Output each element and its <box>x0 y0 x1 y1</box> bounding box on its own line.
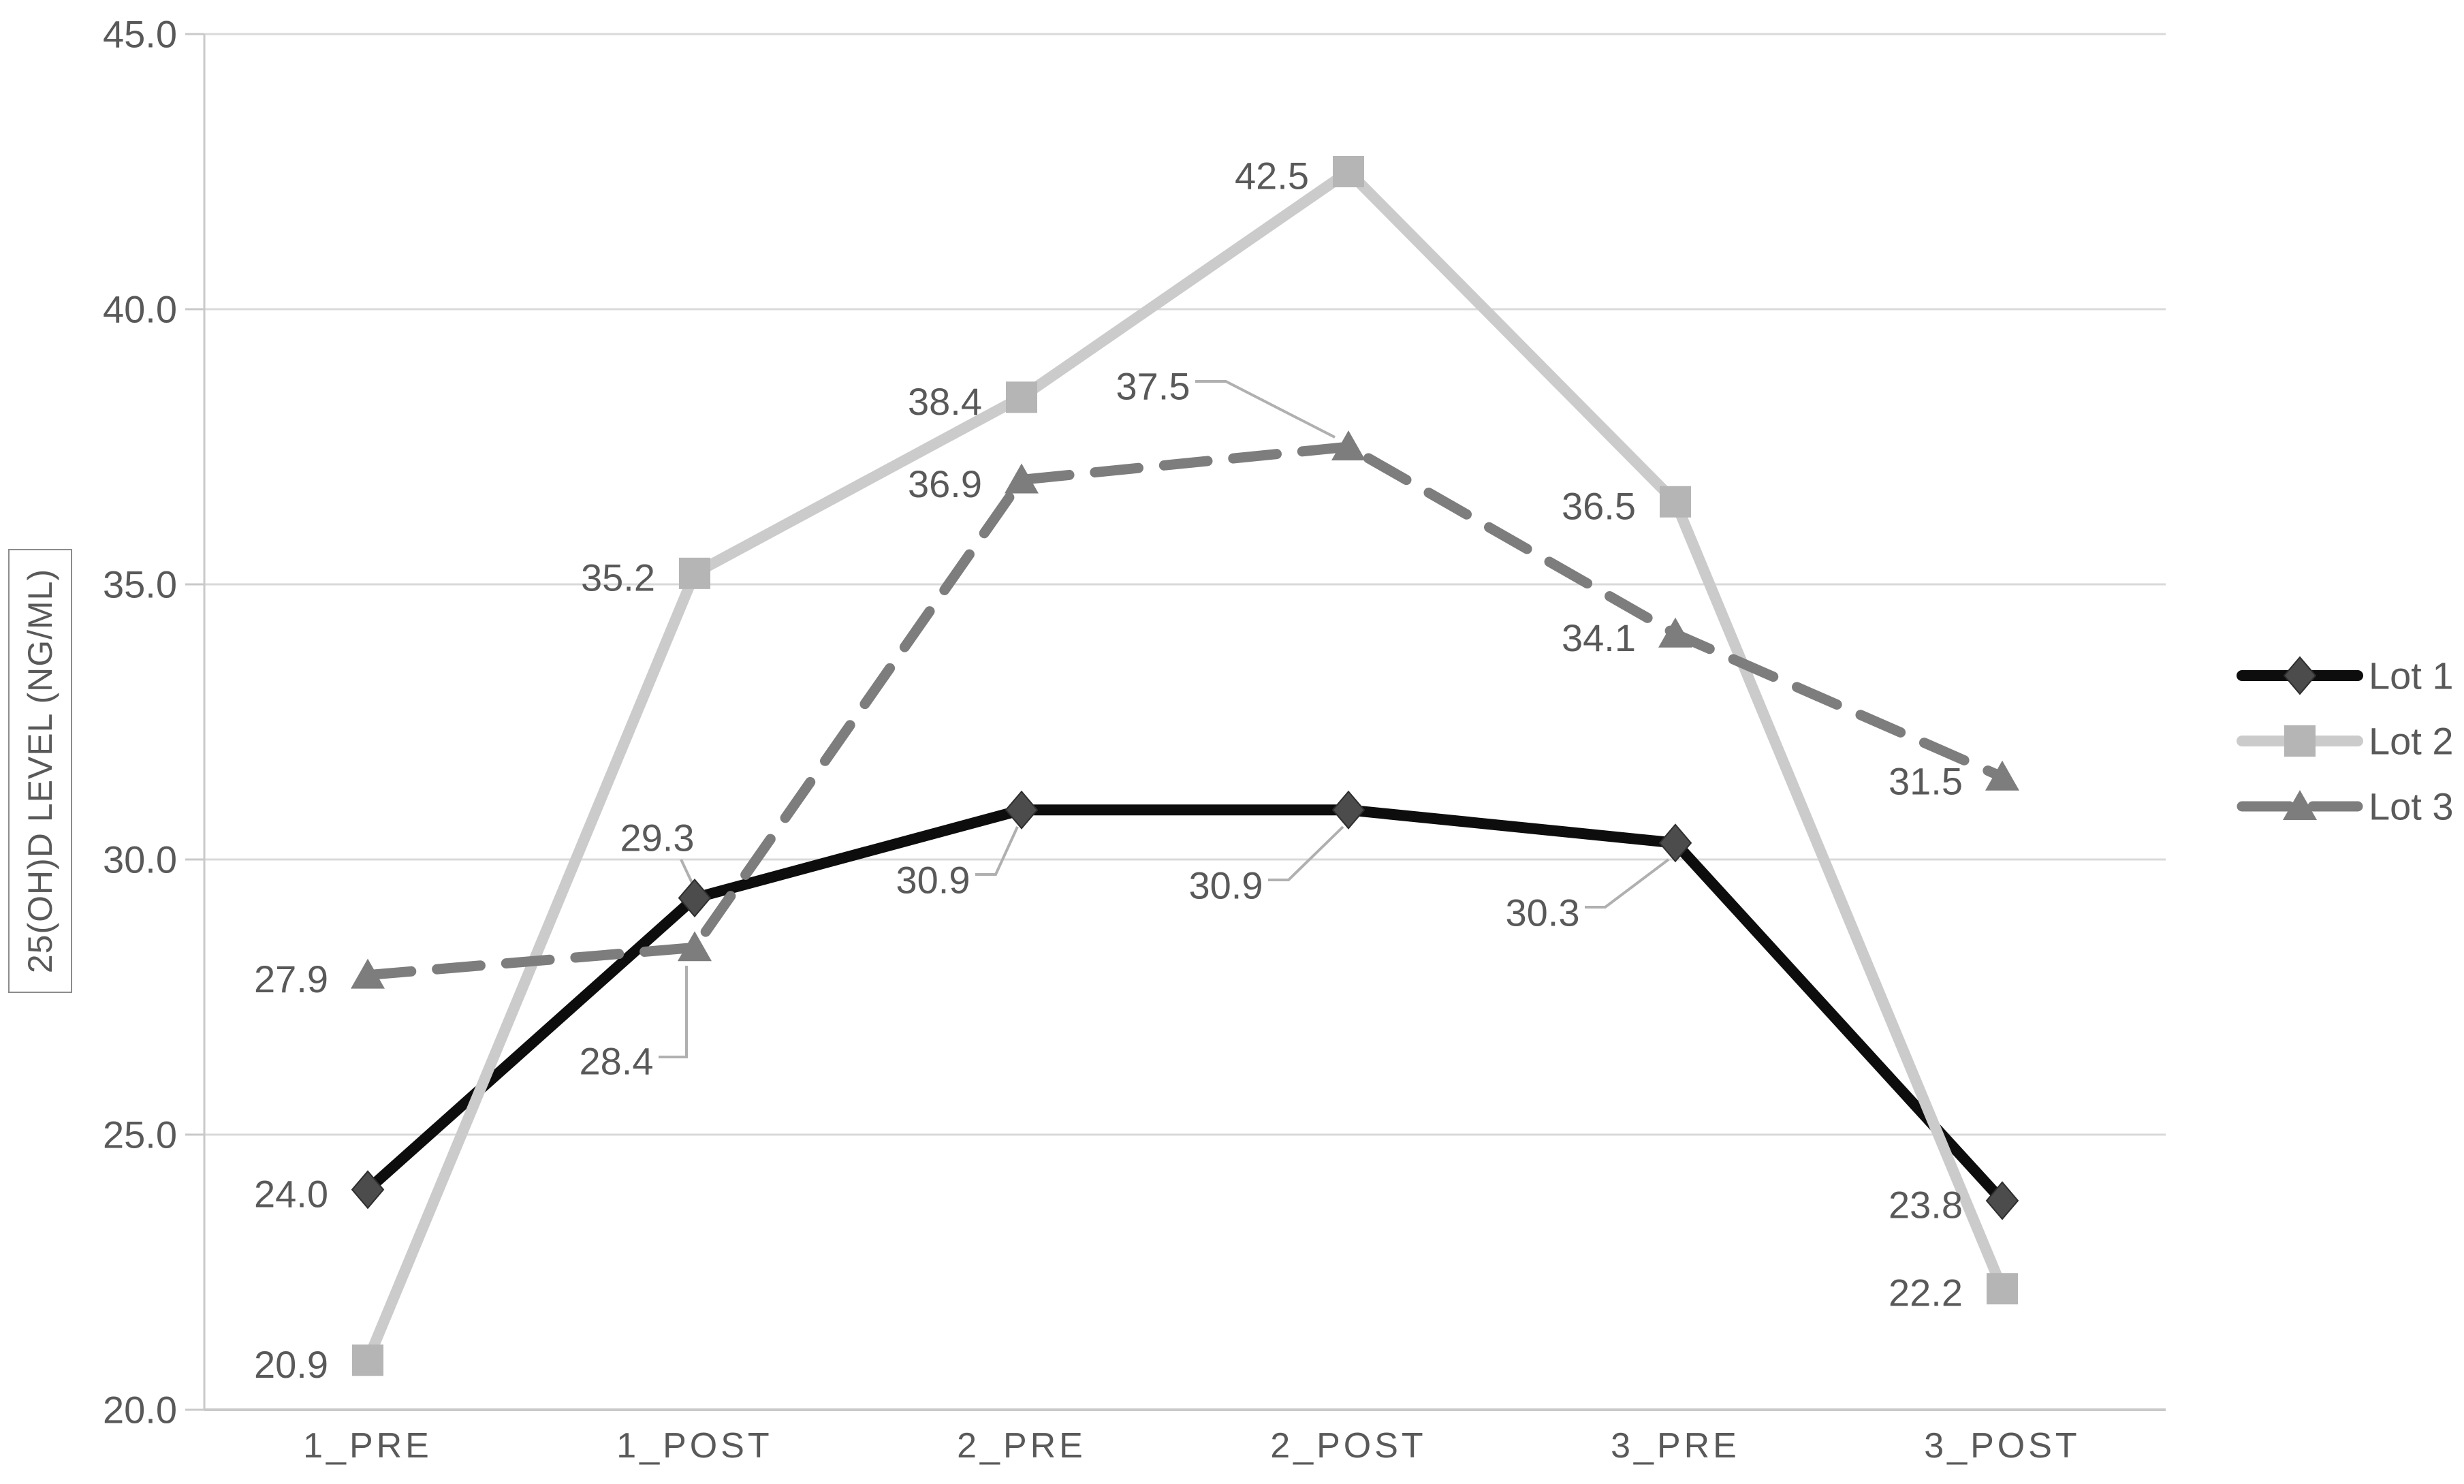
data-label: 27.9 <box>254 958 328 1000</box>
legend-item-label: Lot 2 <box>2369 720 2454 763</box>
lot-1-diamond-marker <box>351 1170 385 1210</box>
x-axis-label: 3_POST <box>1924 1426 2080 1466</box>
label-leader-line <box>680 859 693 883</box>
data-label: 42.5 <box>1235 155 1309 198</box>
data-label: 30.9 <box>1189 864 1263 907</box>
lot-2-square-marker <box>1006 381 1037 413</box>
y-tick-label: 20.0 <box>103 1389 177 1432</box>
legend-diamond-marker <box>2283 656 2317 695</box>
data-label: 28.4 <box>580 1040 654 1083</box>
lot-3-triangle-marker <box>1005 463 1039 494</box>
y-tick-label: 40.0 <box>103 288 177 331</box>
data-label: 37.5 <box>1116 365 1190 408</box>
label-leader-line <box>1195 380 1336 439</box>
data-label: 38.4 <box>908 380 982 423</box>
y-tick-label: 25.0 <box>103 1114 177 1156</box>
lot-2-square-marker <box>1660 486 1691 518</box>
legend-item-label: Lot 3 <box>2369 785 2454 828</box>
lot-1-diamond-marker <box>1985 1181 2019 1220</box>
series-line-lot-1 <box>362 804 2008 1206</box>
lot-2-square-marker <box>352 1344 383 1376</box>
lot-2-square-marker <box>1987 1273 2018 1305</box>
label-leader-line <box>659 966 688 1058</box>
y-axis-title: 25(OH)D LEVEL (NG/ML) <box>21 568 59 974</box>
x-axis-label: 3_PRE <box>1611 1426 1740 1466</box>
x-axis-label: 1_POST <box>616 1426 772 1466</box>
data-label: 36.9 <box>908 462 982 505</box>
lot-3-triangle-marker <box>1331 430 1365 460</box>
series-line-lot-2 <box>362 166 2008 1366</box>
data-label: 30.9 <box>896 859 970 902</box>
lot-3-triangle-marker <box>678 931 712 962</box>
x-axis-label: 2_PRE <box>957 1426 1086 1466</box>
lot-3-triangle-marker <box>1985 760 2019 791</box>
label-leader-line <box>975 826 1019 876</box>
data-label: 23.8 <box>1889 1183 1963 1226</box>
data-label: 31.5 <box>1889 759 1963 802</box>
lot-2-square-marker <box>679 557 710 589</box>
data-label: 22.2 <box>1889 1272 1963 1314</box>
data-label: 24.0 <box>254 1172 328 1215</box>
series-line-lot-3 <box>362 441 2008 981</box>
y-tick-label: 45.0 <box>103 13 177 56</box>
data-label: 34.1 <box>1562 616 1636 659</box>
y-axis-title-box: 25(OH)D LEVEL (NG/ML) <box>8 549 72 993</box>
legend-item-label: Lot 1 <box>2369 654 2454 697</box>
data-label: 36.5 <box>1562 484 1636 527</box>
data-label: 29.3 <box>620 817 695 859</box>
legend-square-marker <box>2284 725 2316 757</box>
lot-1-diamond-marker <box>1005 790 1039 830</box>
lot-3-triangle-marker <box>1658 617 1692 648</box>
x-axis-label: 1_PRE <box>303 1426 432 1466</box>
label-leader-line <box>1268 825 1344 881</box>
x-axis-label: 2_POST <box>1270 1426 1426 1466</box>
data-label: 20.9 <box>254 1343 328 1386</box>
legend-triangle-marker <box>2283 790 2317 820</box>
y-tick-label: 30.0 <box>103 838 177 881</box>
lot-2-square-marker <box>1333 156 1364 187</box>
y-tick-label: 35.0 <box>103 563 177 606</box>
lot-3-triangle-marker <box>351 958 385 989</box>
lot-1-diamond-marker <box>1658 823 1692 863</box>
lot-1-diamond-marker <box>678 879 712 918</box>
label-leader-line <box>1585 858 1670 909</box>
data-label: 30.3 <box>1506 891 1580 934</box>
data-label: 35.2 <box>581 556 655 599</box>
lot-1-diamond-marker <box>1331 790 1365 830</box>
